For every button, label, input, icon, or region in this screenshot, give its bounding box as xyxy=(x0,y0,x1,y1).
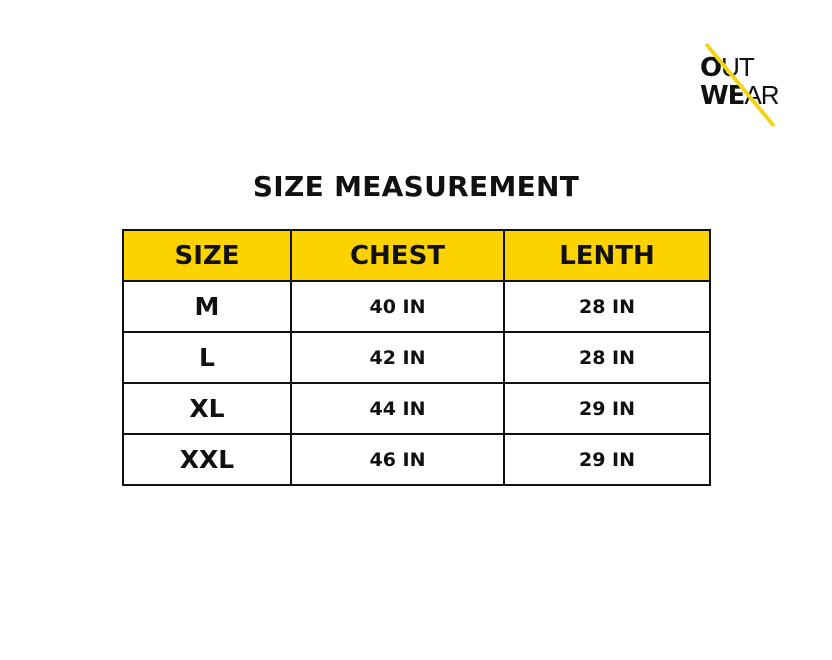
table-row: XL 44 IN 29 IN xyxy=(122,382,711,435)
logo-slash xyxy=(704,42,776,128)
size-cell: XXL xyxy=(122,433,292,486)
size-cell: L xyxy=(122,331,292,384)
size-cell: M xyxy=(122,280,292,333)
chest-cell: 42 IN xyxy=(290,331,505,384)
table-row: XXL 46 IN 29 IN xyxy=(122,433,711,486)
chest-cell: 46 IN xyxy=(290,433,505,486)
length-cell: 29 IN xyxy=(503,382,711,435)
header-size: SIZE xyxy=(122,229,292,282)
size-table: SIZE CHEST LENTH M 40 IN 28 IN L 42 IN 2… xyxy=(122,229,711,486)
logo-text: WE xyxy=(700,81,745,111)
table-header-row: SIZE CHEST LENTH xyxy=(122,229,711,282)
brand-logo: OUT WEAR xyxy=(698,42,798,130)
chest-cell: 40 IN xyxy=(290,280,505,333)
page-title: SIZE MEASUREMENT xyxy=(252,170,580,203)
chest-cell: 44 IN xyxy=(290,382,505,435)
table-row: M 40 IN 28 IN xyxy=(122,280,711,333)
length-cell: 28 IN xyxy=(503,331,711,384)
header-length: LENTH xyxy=(503,229,711,282)
header-chest: CHEST xyxy=(290,229,505,282)
length-cell: 29 IN xyxy=(503,433,711,486)
size-cell: XL xyxy=(122,382,292,435)
length-cell: 28 IN xyxy=(503,280,711,333)
table-row: L 42 IN 28 IN xyxy=(122,331,711,384)
logo-text: O xyxy=(700,53,722,83)
